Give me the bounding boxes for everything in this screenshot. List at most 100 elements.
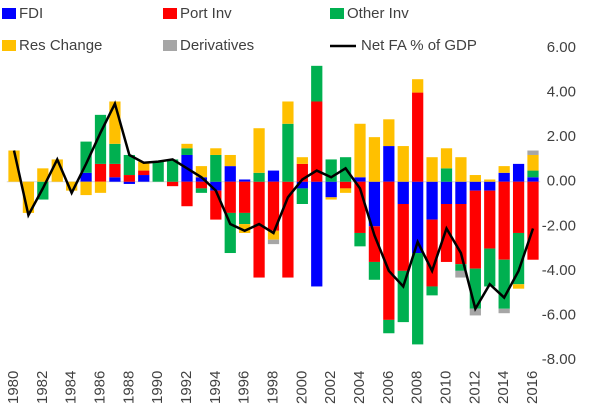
bar <box>239 212 251 225</box>
bar <box>455 204 467 265</box>
bar <box>66 181 78 191</box>
bar <box>109 163 121 178</box>
bar <box>80 141 92 173</box>
bar <box>498 172 510 182</box>
bar <box>311 65 323 102</box>
bar <box>8 150 20 182</box>
bar <box>138 161 150 171</box>
bar <box>426 219 438 287</box>
bar <box>498 181 510 260</box>
bar <box>484 248 496 287</box>
x-tick-label: 2006 <box>380 371 397 404</box>
bar <box>469 190 481 269</box>
bar <box>296 181 308 189</box>
bar <box>469 175 481 182</box>
bar <box>109 101 121 144</box>
bar <box>368 137 381 182</box>
bar <box>426 181 438 220</box>
x-tick-label: 2002 <box>322 371 339 404</box>
bar <box>469 308 481 316</box>
x-tick-label: 1986 <box>91 371 108 404</box>
bar <box>296 157 308 164</box>
bar <box>412 181 424 254</box>
bar <box>354 123 366 178</box>
bar <box>325 159 337 182</box>
bar <box>383 119 395 147</box>
bar <box>210 154 222 182</box>
bar <box>498 166 510 173</box>
y-tick-label: -6.00 <box>542 306 576 323</box>
bar <box>440 204 453 262</box>
bar <box>224 154 236 167</box>
bar <box>339 188 352 193</box>
bar <box>426 286 438 296</box>
bar <box>195 181 208 189</box>
bar <box>282 123 294 182</box>
bar <box>455 181 467 204</box>
bar <box>440 168 453 182</box>
bar <box>412 253 424 345</box>
bar <box>325 181 337 198</box>
bar <box>397 181 409 204</box>
y-tick-label: -2.00 <box>542 217 576 234</box>
bar <box>311 181 323 287</box>
legend-swatch <box>163 8 177 19</box>
bar <box>512 163 525 182</box>
bar <box>512 232 525 285</box>
bar <box>527 177 539 182</box>
y-tick-label: 6.00 <box>547 39 576 56</box>
bar <box>138 175 150 182</box>
bar <box>181 143 193 149</box>
bar <box>426 157 438 182</box>
bar <box>253 172 265 182</box>
x-tick-label: 1998 <box>264 371 281 404</box>
bar <box>368 181 381 227</box>
y-tick-label: 4.00 <box>547 84 576 101</box>
bar <box>224 181 236 213</box>
bar <box>455 157 467 182</box>
bar <box>267 239 280 245</box>
x-tick-label: 1980 <box>5 371 22 404</box>
bar <box>354 177 366 182</box>
bar <box>22 181 35 213</box>
legend-swatch <box>2 8 16 19</box>
bar <box>412 92 424 182</box>
bar <box>239 181 251 213</box>
bar <box>527 181 539 260</box>
bar <box>311 101 323 182</box>
bar <box>296 188 308 204</box>
legend-swatch <box>2 40 16 51</box>
bar <box>527 150 539 155</box>
bar <box>383 146 395 182</box>
x-tick-label: 2008 <box>409 371 426 404</box>
bar <box>339 181 352 189</box>
bar <box>224 212 236 254</box>
line <box>12 100 535 312</box>
bar <box>195 188 208 193</box>
bar <box>368 261 381 280</box>
bar <box>412 79 424 93</box>
bar <box>368 226 381 262</box>
legend-label: Res Change <box>19 37 102 54</box>
bar <box>51 159 63 182</box>
bar <box>253 128 265 173</box>
bar <box>224 166 236 182</box>
bar <box>440 148 453 169</box>
bar <box>498 308 510 314</box>
bar <box>195 166 208 178</box>
bar <box>80 172 92 182</box>
bar <box>296 163 308 182</box>
bar <box>498 259 510 309</box>
bar <box>469 181 481 191</box>
bar <box>253 181 265 278</box>
bar <box>166 159 179 182</box>
bar <box>484 179 496 182</box>
x-tick-label: 2016 <box>524 371 541 404</box>
x-tick-label: 1990 <box>149 371 166 404</box>
bar <box>123 181 135 184</box>
bar <box>109 143 121 164</box>
bar <box>239 224 251 233</box>
bar <box>354 232 366 247</box>
y-tick-label: -8.00 <box>542 351 576 368</box>
x-tick-label: 1988 <box>120 371 137 404</box>
